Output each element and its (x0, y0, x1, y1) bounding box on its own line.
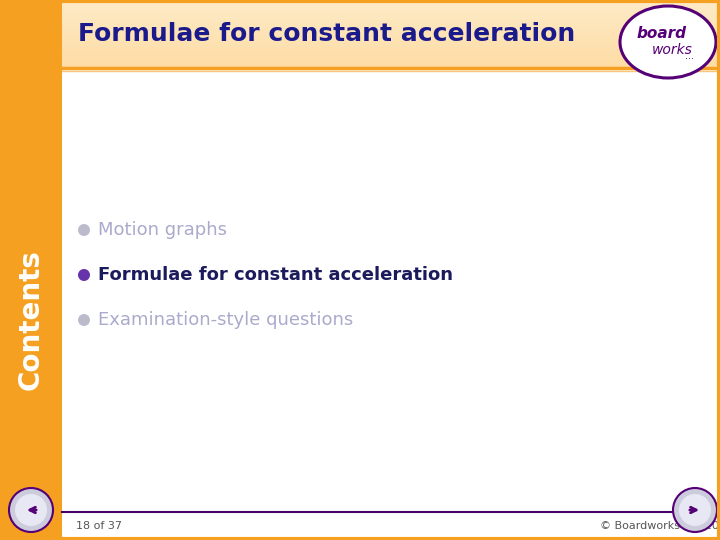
FancyBboxPatch shape (62, 17, 720, 18)
FancyBboxPatch shape (62, 40, 720, 41)
FancyBboxPatch shape (62, 0, 720, 1)
FancyBboxPatch shape (62, 25, 720, 26)
FancyBboxPatch shape (62, 1, 720, 2)
FancyBboxPatch shape (62, 29, 720, 30)
FancyBboxPatch shape (62, 54, 720, 55)
Text: Contents: Contents (17, 249, 45, 390)
FancyBboxPatch shape (62, 13, 720, 14)
FancyBboxPatch shape (62, 64, 720, 65)
FancyBboxPatch shape (62, 35, 720, 36)
FancyBboxPatch shape (62, 38, 720, 39)
FancyBboxPatch shape (62, 53, 720, 54)
FancyBboxPatch shape (62, 12, 720, 13)
FancyBboxPatch shape (62, 6, 720, 7)
Text: 18 of 37: 18 of 37 (76, 521, 122, 531)
Circle shape (78, 314, 90, 326)
FancyBboxPatch shape (0, 0, 62, 540)
FancyBboxPatch shape (62, 4, 720, 5)
FancyBboxPatch shape (62, 47, 720, 48)
FancyBboxPatch shape (62, 62, 720, 63)
FancyBboxPatch shape (62, 36, 720, 37)
FancyBboxPatch shape (62, 61, 720, 62)
FancyBboxPatch shape (62, 22, 720, 23)
FancyBboxPatch shape (62, 42, 720, 43)
FancyBboxPatch shape (62, 72, 720, 512)
Text: works: works (652, 43, 693, 57)
FancyBboxPatch shape (62, 43, 720, 44)
FancyBboxPatch shape (62, 11, 720, 12)
FancyBboxPatch shape (62, 20, 720, 21)
Circle shape (15, 494, 47, 526)
FancyBboxPatch shape (62, 66, 720, 67)
FancyBboxPatch shape (62, 50, 720, 51)
FancyBboxPatch shape (62, 60, 720, 61)
FancyBboxPatch shape (62, 34, 720, 35)
FancyBboxPatch shape (62, 21, 720, 22)
Text: ...: ... (685, 51, 695, 61)
FancyBboxPatch shape (62, 44, 720, 45)
FancyBboxPatch shape (62, 30, 720, 31)
FancyBboxPatch shape (62, 57, 720, 58)
FancyBboxPatch shape (62, 58, 720, 59)
FancyBboxPatch shape (62, 15, 720, 16)
FancyBboxPatch shape (62, 8, 720, 9)
FancyBboxPatch shape (62, 49, 720, 50)
FancyBboxPatch shape (62, 27, 720, 28)
FancyBboxPatch shape (62, 33, 720, 34)
Text: © Boardworks Ltd 2005: © Boardworks Ltd 2005 (600, 521, 720, 531)
FancyBboxPatch shape (62, 37, 720, 38)
Text: Examination-style questions: Examination-style questions (98, 311, 354, 329)
FancyBboxPatch shape (62, 3, 720, 4)
Circle shape (679, 494, 711, 526)
Circle shape (78, 224, 90, 236)
FancyBboxPatch shape (62, 59, 720, 60)
FancyBboxPatch shape (62, 39, 720, 40)
Ellipse shape (620, 6, 716, 78)
Text: board: board (637, 26, 687, 42)
FancyBboxPatch shape (62, 51, 720, 52)
FancyBboxPatch shape (62, 32, 720, 33)
FancyBboxPatch shape (62, 65, 720, 66)
FancyBboxPatch shape (62, 9, 720, 10)
FancyBboxPatch shape (62, 24, 720, 25)
FancyBboxPatch shape (62, 16, 720, 17)
FancyBboxPatch shape (62, 18, 720, 19)
FancyBboxPatch shape (62, 7, 720, 8)
FancyBboxPatch shape (62, 31, 720, 32)
Text: Formulae for constant acceleration: Formulae for constant acceleration (98, 266, 453, 284)
Text: Motion graphs: Motion graphs (98, 221, 227, 239)
FancyBboxPatch shape (62, 10, 720, 11)
Text: Formulae for constant acceleration: Formulae for constant acceleration (78, 22, 575, 46)
FancyBboxPatch shape (62, 41, 720, 42)
FancyBboxPatch shape (62, 2, 720, 3)
Circle shape (673, 488, 717, 532)
FancyBboxPatch shape (62, 55, 720, 56)
FancyBboxPatch shape (62, 63, 720, 64)
FancyBboxPatch shape (62, 28, 720, 29)
FancyBboxPatch shape (62, 23, 720, 24)
FancyBboxPatch shape (62, 5, 720, 6)
FancyBboxPatch shape (62, 56, 720, 57)
FancyBboxPatch shape (62, 14, 720, 15)
FancyBboxPatch shape (62, 46, 720, 47)
FancyBboxPatch shape (62, 45, 720, 46)
FancyBboxPatch shape (62, 52, 720, 53)
FancyBboxPatch shape (62, 19, 720, 20)
FancyBboxPatch shape (62, 26, 720, 27)
FancyBboxPatch shape (62, 67, 720, 68)
FancyBboxPatch shape (62, 48, 720, 49)
Circle shape (9, 488, 53, 532)
Circle shape (78, 269, 90, 281)
